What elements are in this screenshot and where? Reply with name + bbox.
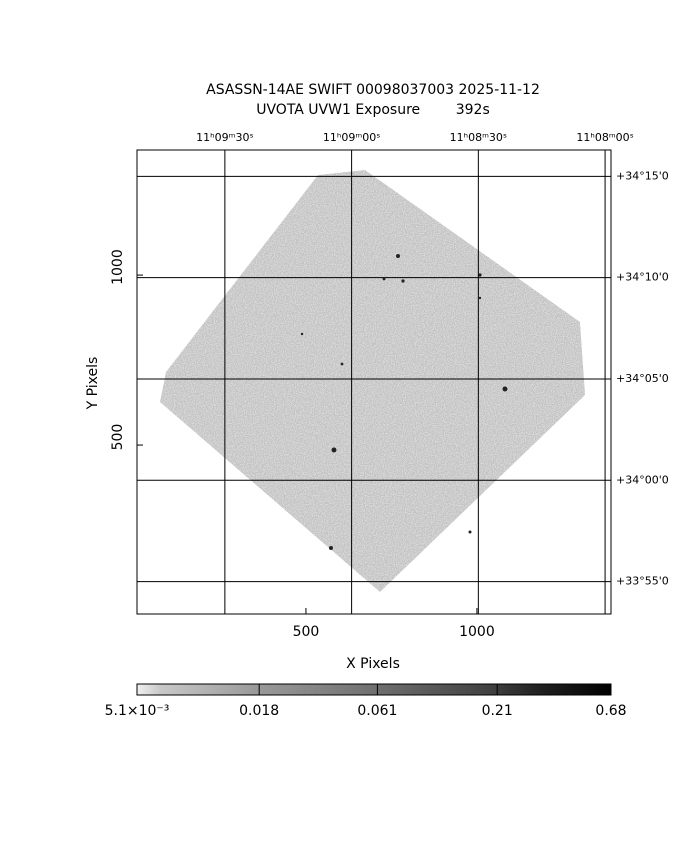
y2-tick-label: +34°10'0 <box>616 271 669 284</box>
x-tick-label: 500 <box>293 624 320 640</box>
exposure-image <box>160 170 585 592</box>
colorbar-tick-label: 5.1×10⁻³ <box>105 703 170 719</box>
x-tick-label: 1000 <box>459 624 495 640</box>
x2-tick-label: 11ʰ08ᵐ30ˢ <box>450 131 507 144</box>
colorbar-tick-label: 0.21 <box>482 703 513 719</box>
chart-subtitle: UVOTA UVW1 Exposure 392s <box>256 102 490 118</box>
chart-title: ASASSN-14AE SWIFT 00098037003 2025-11-12 <box>206 82 540 98</box>
sources <box>300 254 508 550</box>
y2-tick-label: +33°55'0 <box>616 575 669 588</box>
colorbar-tick-label: 0.061 <box>357 703 397 719</box>
y-tick-label: 500 <box>110 424 126 451</box>
plot-frame <box>136 149 612 615</box>
colorbar <box>136 683 612 696</box>
x2-tick-label: 11ʰ08ᵐ00ˢ <box>576 131 633 144</box>
x2-tick-label: 11ʰ09ᵐ30ˢ <box>196 131 253 144</box>
y2-tick-label: +34°05'0 <box>616 372 669 385</box>
y-tick-label: 1000 <box>110 249 126 285</box>
y2-tick-label: +34°00'0 <box>616 473 669 486</box>
y2-tick-label: +34°15'0 <box>616 169 669 182</box>
colorbar-tick-label: 0.018 <box>239 703 279 719</box>
x2-tick-label: 11ʰ09ᵐ00ˢ <box>323 131 380 144</box>
x-axis-label: X Pixels <box>346 656 400 672</box>
colorbar-tick-label: 0.68 <box>595 703 626 719</box>
y-axis-label: Y Pixels <box>85 357 101 411</box>
